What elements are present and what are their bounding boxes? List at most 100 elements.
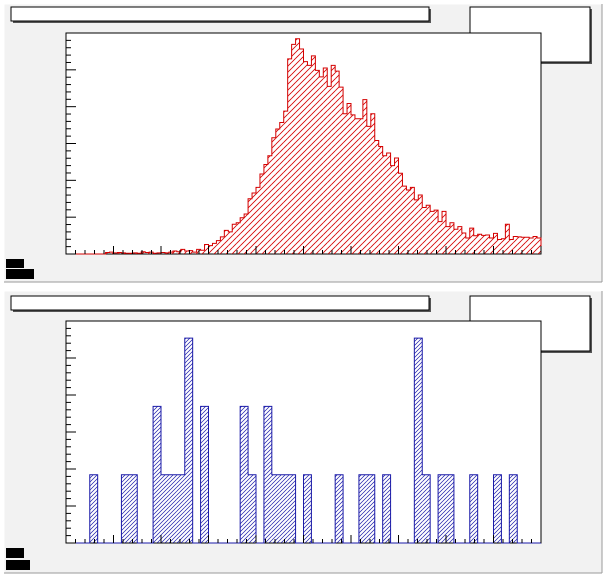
top-y-label-blob-2: [6, 269, 34, 279]
top-bin-109: [497, 239, 502, 254]
bottom-step-outline: [66, 337, 541, 544]
top-bin-32: [192, 252, 197, 254]
top-bin-31: [188, 250, 193, 254]
top-bin-62: [311, 55, 316, 254]
top-bin-118: [533, 236, 538, 254]
bottom-bin-34: [335, 474, 344, 543]
top-bin-97: [449, 222, 454, 254]
top-pad: [3, 3, 603, 283]
top-bin-63: [315, 70, 320, 254]
top-bin-106: [485, 234, 490, 254]
bottom-title-box: [10, 295, 431, 312]
top-y-axis-labels-overlap: [6, 259, 34, 279]
top-bin-49: [259, 173, 264, 254]
top-bin-35: [204, 244, 209, 254]
bottom-bin-47: [438, 474, 446, 543]
top-bin-78: [374, 140, 379, 254]
bottom-bin-51: [469, 474, 478, 543]
top-bin-34: [200, 250, 205, 254]
bottom-bin-26: [271, 474, 280, 543]
top-bin-94: [438, 221, 443, 254]
bottom-bin-56: [509, 474, 518, 543]
top-bin-64: [319, 76, 324, 254]
bottom-y-axis-labels-overlap: [6, 548, 30, 570]
top-bin-20: [145, 252, 150, 254]
top-bin-74: [358, 118, 363, 254]
top-bin-117: [529, 238, 534, 254]
top-bin-27: [172, 250, 177, 254]
top-bin-54: [279, 122, 284, 254]
top-bin-83: [394, 157, 399, 254]
top-bin-50: [263, 164, 268, 254]
bottom-axes: [65, 320, 542, 544]
bottom-pad: [3, 290, 603, 574]
bottom-bin-8: [129, 474, 138, 543]
top-bin-13: [117, 252, 122, 254]
top-bin-69: [339, 87, 344, 254]
top-bin-112: [509, 239, 514, 254]
top-bin-92: [430, 211, 435, 254]
top-bin-10: [105, 252, 110, 254]
top-bin-19: [141, 251, 146, 254]
top-bin-115: [521, 237, 526, 254]
bottom-bin-3: [89, 474, 98, 543]
top-bin-25: [164, 252, 169, 254]
top-bin-23: [157, 252, 161, 254]
bottom-bin-44: [414, 338, 423, 543]
top-bin-111: [505, 224, 510, 254]
bottom-bin-38: [366, 474, 375, 543]
bottom-bin-40: [382, 474, 391, 543]
top-bin-67: [331, 65, 336, 254]
bottom-y-label-blob-1: [6, 548, 24, 558]
top-bin-90: [422, 207, 427, 254]
top-bin-71: [347, 103, 351, 255]
top-bin-79: [378, 146, 383, 254]
top-bin-58: [295, 38, 300, 254]
top-bin-73: [354, 118, 359, 254]
top-bin-104: [477, 234, 482, 254]
top-bin-81: [386, 153, 391, 254]
top-bin-114: [517, 236, 522, 254]
top-bin-59: [299, 49, 304, 254]
top-bin-93: [434, 210, 439, 254]
top-bin-66: [327, 86, 332, 254]
top-bin-55: [283, 111, 288, 254]
top-bin-42: [232, 224, 237, 254]
top-bin-56: [287, 58, 292, 254]
top-bin-39: [220, 236, 225, 254]
top-bin-80: [382, 155, 387, 254]
top-bin-103: [473, 235, 478, 254]
top-bin-96: [446, 226, 450, 254]
top-bin-57: [291, 44, 296, 255]
top-bin-76: [366, 126, 371, 254]
top-y-label-blob-1: [6, 259, 24, 268]
bottom-bin-23: [248, 474, 256, 543]
top-bin-24: [161, 252, 165, 254]
top-bin-38: [216, 240, 221, 254]
top-bin-60: [303, 61, 308, 254]
top-bin-102: [469, 228, 474, 254]
top-bin-87: [410, 187, 415, 254]
top-bin-99: [457, 226, 462, 254]
top-bin-91: [426, 205, 431, 254]
bottom-bin-14: [176, 474, 185, 543]
bottom-bin-25: [263, 406, 272, 543]
top-bin-77: [370, 113, 375, 254]
top-bin-30: [184, 250, 189, 254]
top-bin-47: [252, 193, 256, 254]
top-bin-105: [481, 235, 486, 254]
bottom-bin-28: [287, 474, 296, 543]
top-bin-44: [240, 217, 245, 254]
bottom-bin-48: [446, 474, 454, 543]
top-bin-37: [212, 243, 217, 254]
top-bin-53: [275, 129, 280, 254]
top-bin-108: [493, 233, 498, 254]
top-bin-29: [180, 249, 185, 254]
top-bin-51: [267, 155, 272, 254]
bottom-bin-54: [493, 474, 502, 543]
top-bin-101: [465, 238, 470, 254]
top-bin-40: [224, 230, 229, 254]
bottom-bin-13: [168, 474, 177, 543]
